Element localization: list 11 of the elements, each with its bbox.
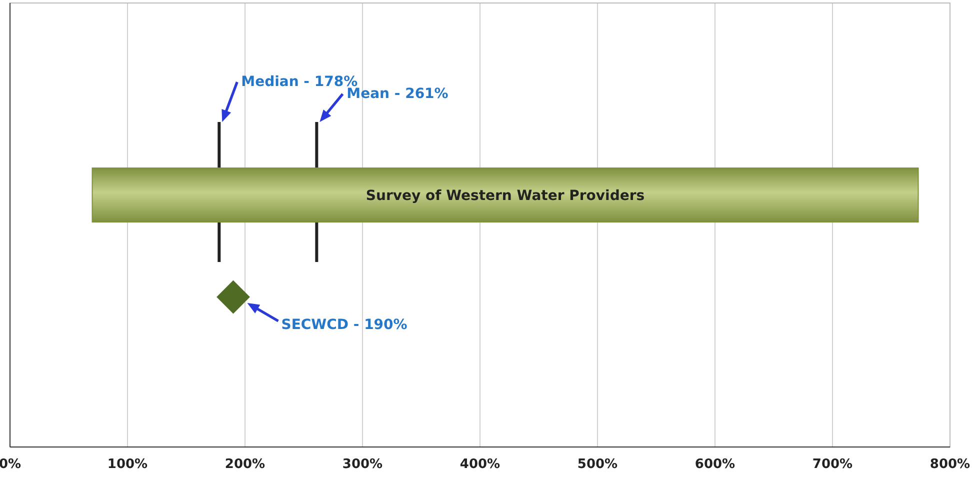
x-tick-label: 700% xyxy=(812,457,853,472)
ref-line-label: Mean - 261% xyxy=(346,86,448,102)
x-tick-label: 800% xyxy=(930,457,970,472)
x-tick-label: 300% xyxy=(342,457,383,472)
x-tick-label: 200% xyxy=(224,457,266,472)
x-tick-label: 400% xyxy=(460,457,500,472)
x-tick-label: 100% xyxy=(107,457,148,472)
x-tick-label: 600% xyxy=(694,457,736,472)
x-tick-label: 500% xyxy=(577,457,618,472)
series-label: Survey of Western Water Providers xyxy=(366,188,645,204)
text: SECWCD - 190% xyxy=(281,317,408,333)
